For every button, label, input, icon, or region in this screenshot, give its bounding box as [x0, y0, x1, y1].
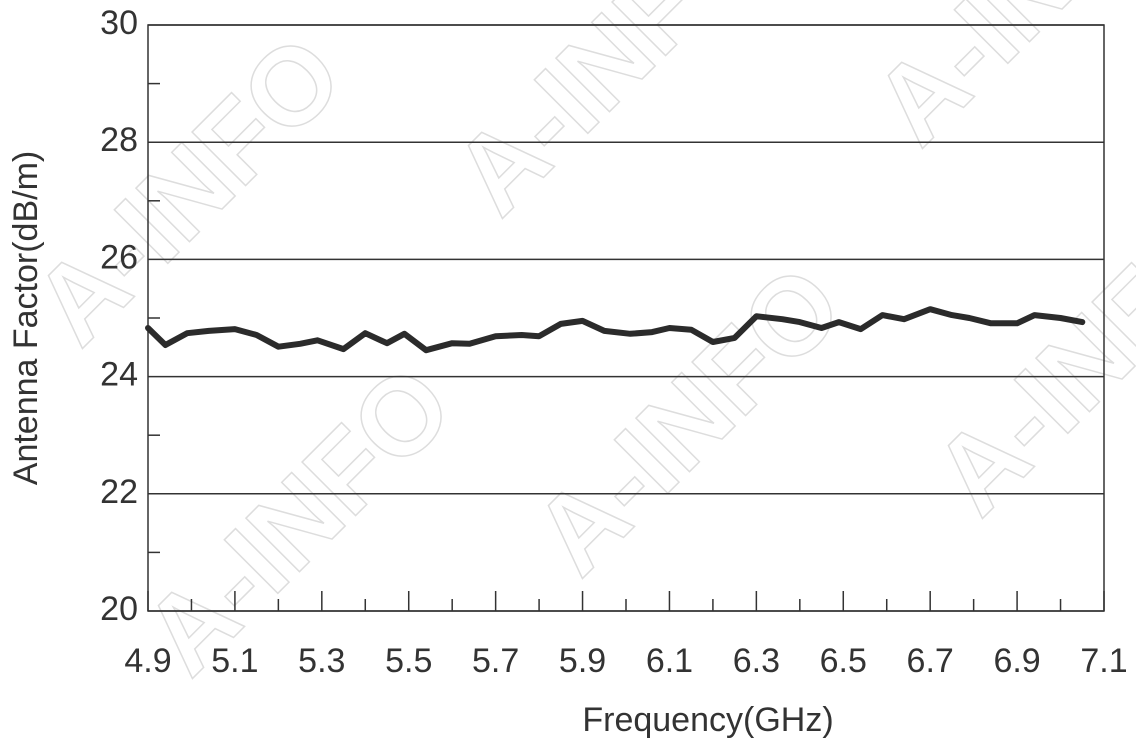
x-axis-title: Frequency(GHz): [582, 701, 833, 739]
x-tick-label: 6.9: [993, 642, 1040, 680]
watermark: A-INFO: [911, 183, 1136, 538]
data-line: [145, 306, 1086, 354]
y-tick-label: 20: [100, 590, 138, 628]
x-tick-label: 5.5: [385, 642, 432, 680]
x-tick-label: 5.1: [211, 642, 258, 680]
x-tick-label: 7.1: [1080, 642, 1127, 680]
watermark: A-INFO: [511, 243, 866, 598]
y-axis-title: Antenna Factor(dB/m): [7, 151, 45, 485]
x-tick-label: 6.3: [733, 642, 780, 680]
y-tick-label: 28: [100, 121, 138, 159]
x-tick-label: 4.9: [124, 642, 171, 680]
y-tick-label: 26: [100, 238, 138, 276]
x-tick-label: 6.5: [820, 642, 867, 680]
x-tick-label: 6.1: [646, 642, 693, 680]
y-tick-label: 24: [100, 356, 138, 394]
x-tick-label: 5.7: [472, 642, 519, 680]
plot-area: 20 22 24 26 28 30 4.9 5.1 5.3 5.5 5.7 5.9 6.1 6.3 6.5 6…: [100, 4, 1127, 680]
x-tick-label: 6.7: [907, 642, 954, 680]
y-tick-label: 30: [100, 4, 138, 42]
plot-frame: [147, 24, 1105, 612]
y-tick-label: 22: [100, 473, 138, 511]
x-tick-label: 5.3: [298, 642, 345, 680]
watermark: A-INFO: [11, 13, 366, 368]
watermark: A-INFO: [431, 0, 786, 238]
x-tick-label: 5.9: [559, 642, 606, 680]
